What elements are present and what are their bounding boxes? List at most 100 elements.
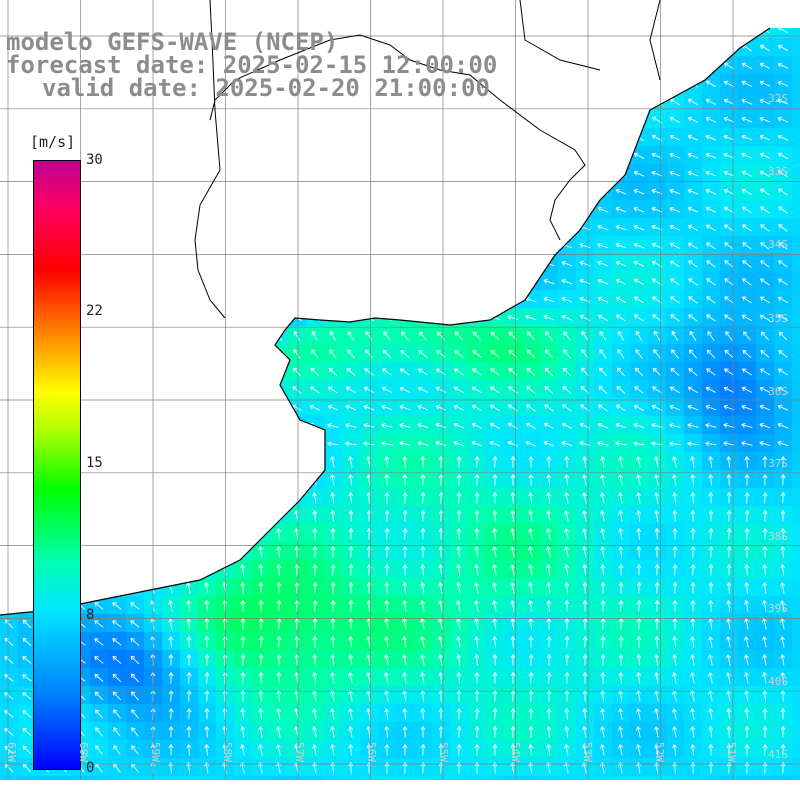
wind-arrow [744, 618, 749, 630]
wind-cell [792, 596, 800, 615]
wind-cell [432, 200, 451, 219]
wind-cell [0, 308, 19, 327]
wind-cell [270, 488, 289, 507]
wind-cell [558, 164, 577, 183]
wind-cell [702, 74, 721, 93]
wind-arrow [129, 134, 141, 141]
wind-arrow [615, 206, 627, 213]
wind-cell [396, 272, 415, 291]
wind-cell [414, 254, 433, 273]
wind-cell [270, 398, 289, 417]
wind-arrow [165, 422, 177, 430]
wind-cell [774, 326, 793, 345]
wind-arrow [744, 636, 749, 648]
wind-arrow [471, 224, 482, 232]
wind-arrow [384, 492, 390, 504]
wind-cell [792, 650, 800, 669]
wind-arrow [759, 98, 771, 105]
wind-arrow [186, 492, 192, 504]
wind-cell [720, 380, 739, 399]
wind-arrow [489, 44, 501, 51]
wind-arrow [4, 493, 14, 503]
wind-arrow [780, 636, 785, 648]
wind-arrow [276, 744, 281, 756]
wind-arrow [112, 673, 122, 683]
wind-cell [468, 272, 487, 291]
wind-arrow [634, 80, 644, 88]
wind-arrow [237, 152, 248, 160]
wind-cell [684, 56, 703, 75]
wind-arrow [183, 279, 195, 284]
wind-cell [324, 416, 343, 435]
wind-cell [288, 254, 307, 273]
wind-arrow [384, 474, 390, 486]
wind-cell [198, 254, 217, 273]
wind-arrow [186, 582, 191, 594]
wind-cell [720, 128, 739, 147]
wind-arrow [345, 170, 357, 176]
wind-cell [324, 362, 343, 381]
wind-arrow [723, 441, 735, 446]
wind-arrow [183, 188, 194, 196]
wind-arrow [327, 170, 339, 177]
wind-cell [702, 200, 721, 219]
wind-arrow [489, 422, 501, 429]
wind-arrow [563, 331, 571, 341]
wind-cell [162, 182, 181, 201]
wind-arrow [330, 618, 336, 630]
wind-cell [234, 452, 253, 471]
wind-cell [576, 290, 595, 309]
wind-arrow [618, 654, 624, 666]
wind-cell [522, 290, 541, 309]
wind-arrow [546, 510, 551, 522]
wind-arrow [438, 564, 444, 576]
wind-cell [468, 110, 487, 129]
wind-cell [252, 326, 271, 345]
wind-arrow [525, 242, 537, 249]
wind-arrow [778, 331, 788, 341]
wind-cell [738, 434, 757, 453]
wind-arrow [561, 224, 573, 231]
wind-cell [288, 434, 307, 453]
wind-cell [432, 182, 451, 201]
wind-arrow [744, 654, 749, 666]
wind-arrow [258, 510, 263, 522]
wind-arrow [744, 564, 750, 576]
wind-cell [774, 380, 793, 399]
wind-arrow [348, 600, 354, 612]
wind-arrow [384, 726, 390, 738]
wind-cell [792, 488, 800, 507]
wind-cell [720, 434, 739, 453]
wind-arrow [525, 278, 537, 285]
wind-arrow [330, 744, 336, 756]
wind-arrow [348, 636, 354, 648]
wind-arrow [420, 564, 426, 576]
wind-arrow [526, 386, 536, 394]
wind-cell [720, 74, 739, 93]
wind-arrow [672, 510, 678, 522]
wind-cell [0, 578, 19, 597]
wind-arrow [705, 188, 717, 195]
wind-arrow [741, 170, 753, 177]
wind-arrow [258, 582, 264, 594]
wind-arrow [291, 441, 303, 447]
wind-cell [90, 632, 109, 651]
wind-cell [540, 74, 559, 93]
wind-arrow [598, 134, 608, 142]
wind-arrow [490, 368, 500, 376]
wind-cell [612, 344, 631, 363]
wind-arrow [165, 440, 177, 447]
wind-arrow [255, 170, 267, 177]
wind-arrow [168, 672, 174, 684]
wind-cell [324, 776, 343, 780]
wind-arrow [634, 367, 644, 377]
wind-arrow [330, 510, 336, 522]
wind-arrow [471, 28, 483, 33]
wind-cell [774, 290, 793, 309]
wind-cell [252, 344, 271, 363]
wind-arrow [705, 242, 716, 250]
wind-arrow [744, 582, 750, 594]
wind-arrow [582, 456, 588, 468]
wind-arrow [670, 314, 680, 322]
wind-arrow [615, 260, 627, 267]
